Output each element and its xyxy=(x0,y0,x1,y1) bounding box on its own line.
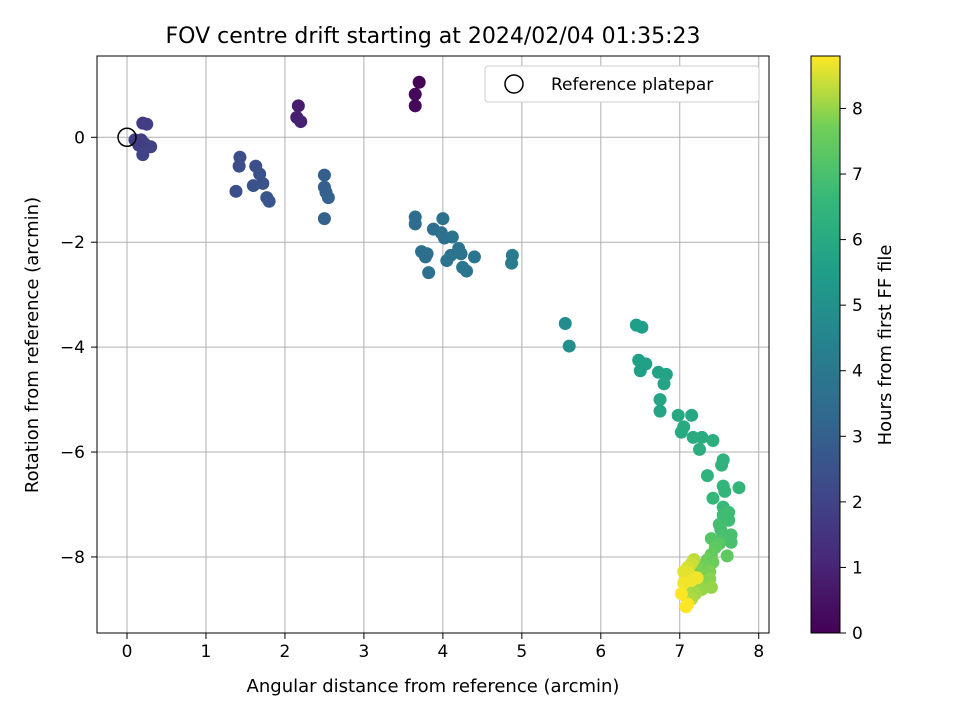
data-point xyxy=(294,115,308,129)
data-point xyxy=(695,430,709,444)
x-axis-ticks: 0 1 2 3 4 5 6 7 8 xyxy=(122,633,764,662)
data-point xyxy=(291,99,305,113)
y-axis-ticks: 0 −2 −4 −6 −8 xyxy=(60,128,97,568)
data-point xyxy=(232,159,246,173)
data-point xyxy=(718,484,732,498)
y-tick-label: −4 xyxy=(60,338,85,358)
colorbar-label: Hours from first FF file xyxy=(875,245,896,446)
data-point xyxy=(706,491,720,505)
x-tick-label: 5 xyxy=(516,642,527,662)
x-tick-label: 6 xyxy=(595,642,606,662)
data-point xyxy=(408,87,422,101)
y-tick-label: −6 xyxy=(60,443,85,463)
legend-box xyxy=(484,65,760,103)
colorbar-tick-label: 7 xyxy=(852,165,863,185)
legend-marker xyxy=(504,74,524,94)
data-point xyxy=(715,458,729,472)
x-tick-label: 0 xyxy=(122,642,133,662)
grid xyxy=(97,56,769,633)
data-point xyxy=(693,442,707,456)
data-point xyxy=(657,377,671,391)
data-point xyxy=(418,250,432,264)
data-points xyxy=(128,75,746,614)
data-point xyxy=(321,191,335,205)
data-point xyxy=(467,250,481,264)
data-point xyxy=(674,587,688,601)
data-point xyxy=(505,256,519,270)
colorbar-tick-label: 8 xyxy=(852,99,863,119)
data-point xyxy=(633,364,647,378)
data-point xyxy=(422,266,436,280)
colorbar-tick-label: 0 xyxy=(852,624,863,644)
data-point xyxy=(677,576,691,590)
data-point xyxy=(706,433,720,447)
data-point xyxy=(412,75,426,89)
colorbar-tick-label: 5 xyxy=(852,296,863,316)
y-tick-label: −2 xyxy=(60,233,85,253)
x-tick-label: 4 xyxy=(437,642,448,662)
data-point xyxy=(440,254,454,268)
legend-entry: Reference platepar xyxy=(551,75,713,95)
data-point xyxy=(671,408,685,422)
data-point xyxy=(732,481,746,495)
data-point xyxy=(674,425,688,439)
data-point xyxy=(229,184,243,198)
data-point xyxy=(653,404,667,418)
legend: Reference platepar xyxy=(484,65,760,103)
y-axis-label: Rotation from reference (arcmin) xyxy=(22,197,43,493)
data-point xyxy=(720,549,734,563)
chart-title: FOV centre drift starting at 2024/02/04 … xyxy=(166,24,701,49)
colorbar xyxy=(810,55,841,634)
data-point xyxy=(140,117,154,131)
data-point xyxy=(246,179,260,193)
data-point xyxy=(635,320,649,334)
data-point xyxy=(136,148,150,162)
reference-marker xyxy=(117,127,137,148)
data-point xyxy=(700,469,714,483)
x-axis-label: Angular distance from reference (arcmin) xyxy=(247,676,620,697)
plot-frame xyxy=(96,55,770,634)
colorbar-tick-label: 3 xyxy=(852,427,863,447)
data-point xyxy=(562,339,576,353)
data-point xyxy=(454,247,468,261)
x-tick-label: 3 xyxy=(358,642,369,662)
data-point xyxy=(262,194,276,208)
data-point xyxy=(679,600,693,614)
y-tick-label: −8 xyxy=(60,548,85,568)
data-point xyxy=(317,212,331,226)
x-tick-label: 8 xyxy=(753,642,764,662)
colorbar-ticks: 0 1 2 3 4 5 6 7 8 xyxy=(840,99,863,644)
colorbar-tick-label: 6 xyxy=(852,231,863,251)
data-point xyxy=(408,99,422,113)
data-point xyxy=(558,317,572,331)
data-point xyxy=(144,140,158,154)
y-tick-label: 0 xyxy=(74,128,85,148)
colorbar-tick-label: 1 xyxy=(852,558,863,578)
x-tick-label: 1 xyxy=(201,642,212,662)
colorbar-tick-label: 4 xyxy=(852,362,863,382)
data-point xyxy=(317,168,331,182)
data-point xyxy=(685,408,699,422)
data-point xyxy=(408,217,422,231)
data-point xyxy=(436,212,450,226)
data-point xyxy=(653,393,667,407)
data-point xyxy=(460,264,474,278)
colorbar-tick-label: 2 xyxy=(852,493,863,513)
x-tick-label: 7 xyxy=(674,642,685,662)
data-point xyxy=(445,230,459,244)
x-tick-label: 2 xyxy=(280,642,291,662)
